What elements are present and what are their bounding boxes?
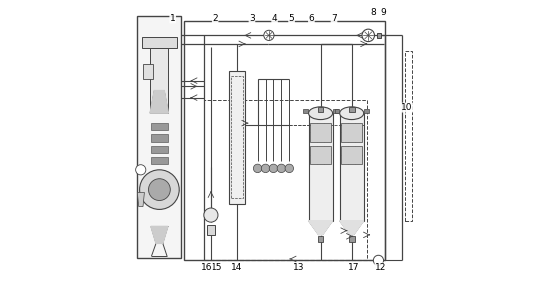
Bar: [204, 100, 367, 260]
Text: 14: 14: [231, 263, 242, 272]
Text: 5: 5: [289, 14, 294, 23]
Bar: [318, 236, 323, 242]
Text: 13: 13: [293, 263, 304, 272]
Circle shape: [264, 30, 274, 40]
Bar: [310, 146, 331, 164]
Bar: [333, 109, 338, 113]
Text: 9: 9: [380, 8, 386, 17]
Bar: [377, 33, 381, 38]
Circle shape: [136, 165, 146, 175]
Circle shape: [269, 164, 278, 173]
Text: 17: 17: [348, 263, 359, 272]
Ellipse shape: [309, 107, 333, 120]
Text: 15: 15: [211, 263, 222, 272]
Bar: [339, 113, 364, 221]
Polygon shape: [137, 192, 145, 207]
Bar: [143, 64, 153, 79]
Bar: [206, 225, 215, 235]
Bar: [151, 123, 168, 130]
Text: 7: 7: [331, 14, 337, 23]
Bar: [364, 109, 369, 113]
Bar: [310, 123, 331, 142]
Bar: [151, 134, 168, 142]
Text: 6: 6: [309, 14, 314, 23]
Text: 3: 3: [249, 14, 255, 23]
Circle shape: [253, 164, 262, 173]
Bar: [349, 236, 354, 242]
Bar: [349, 107, 354, 112]
Bar: [309, 113, 333, 221]
Bar: [137, 16, 181, 258]
Bar: [318, 107, 323, 112]
Text: 10: 10: [401, 103, 412, 112]
Text: 12: 12: [375, 263, 386, 272]
Bar: [231, 76, 243, 198]
Circle shape: [277, 164, 285, 173]
Circle shape: [140, 170, 179, 209]
Polygon shape: [151, 226, 168, 243]
Circle shape: [373, 255, 384, 265]
Circle shape: [261, 164, 270, 173]
Text: 2: 2: [213, 14, 218, 23]
Bar: [341, 146, 362, 164]
Polygon shape: [309, 221, 333, 235]
Bar: [141, 37, 177, 48]
Bar: [150, 48, 168, 113]
Bar: [151, 146, 168, 153]
Text: 1: 1: [170, 14, 176, 23]
Ellipse shape: [339, 107, 364, 120]
Text: 4: 4: [272, 14, 278, 23]
Circle shape: [148, 179, 171, 200]
Bar: [184, 21, 385, 260]
Bar: [151, 157, 168, 164]
Bar: [335, 109, 339, 113]
Bar: [405, 51, 412, 221]
Bar: [229, 71, 245, 204]
Circle shape: [285, 164, 294, 173]
Text: 16: 16: [201, 263, 213, 272]
Text: 8: 8: [370, 8, 376, 17]
Bar: [304, 109, 308, 113]
Polygon shape: [339, 221, 364, 235]
Circle shape: [362, 29, 374, 42]
Circle shape: [204, 208, 218, 222]
Bar: [341, 123, 362, 142]
Polygon shape: [150, 91, 168, 113]
